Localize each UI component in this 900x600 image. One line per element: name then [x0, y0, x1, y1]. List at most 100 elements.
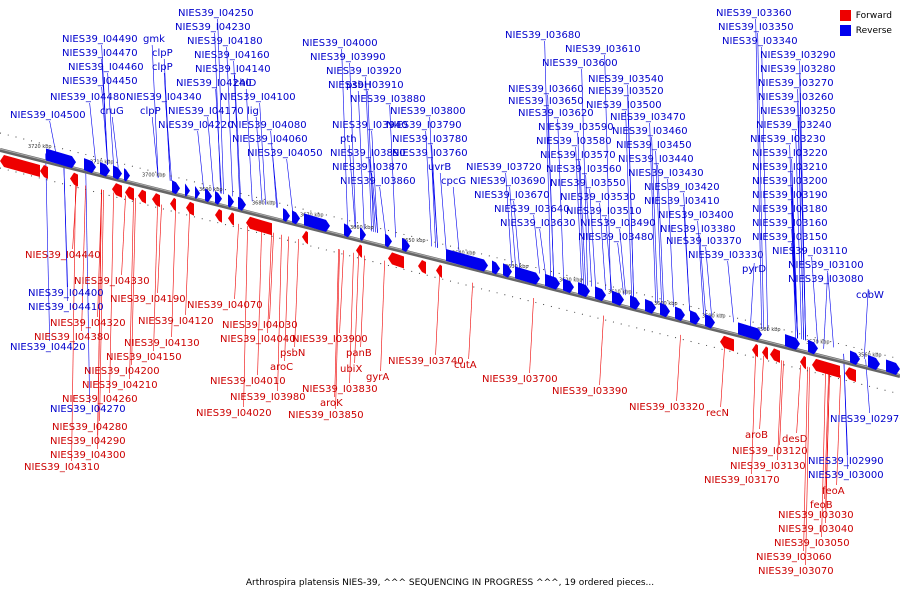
- reverse-gene-label[interactable]: cobW: [856, 290, 884, 301]
- reverse-gene-label[interactable]: NIES39_I03250: [760, 106, 836, 117]
- reverse-gene-label[interactable]: NIES39_I04400: [28, 288, 104, 299]
- forward-gene-arrow[interactable]: [418, 259, 426, 274]
- reverse-gene-label[interactable]: NIES39_I03910: [328, 80, 404, 91]
- forward-gene-label[interactable]: desD: [782, 434, 808, 445]
- forward-gene-arrow[interactable]: [246, 216, 272, 236]
- forward-gene-label[interactable]: NIES39_I03320: [629, 402, 705, 413]
- reverse-gene-label[interactable]: NIES39_I04480: [50, 92, 126, 103]
- forward-gene-label[interactable]: NIES39_I04210: [82, 380, 158, 391]
- reverse-gene-label[interactable]: NIES39_I03460: [612, 126, 688, 137]
- reverse-gene-label[interactable]: NIES39_I03580: [536, 136, 612, 147]
- forward-gene-label[interactable]: NIES39_I03070: [758, 566, 834, 577]
- reverse-gene-label[interactable]: NIES39_I03430: [628, 168, 704, 179]
- reverse-gene-label[interactable]: psbH: [346, 80, 371, 91]
- reverse-gene-label[interactable]: clpP: [140, 106, 161, 117]
- reverse-gene-label[interactable]: NIES39_I03080: [788, 274, 864, 285]
- forward-gene-arrow[interactable]: [800, 355, 806, 370]
- reverse-gene-arrow[interactable]: [660, 302, 670, 318]
- forward-gene-label[interactable]: cutA: [454, 360, 477, 371]
- reverse-gene-label[interactable]: pyrD: [742, 264, 766, 275]
- reverse-gene-label[interactable]: NIES39_I03470: [610, 112, 686, 123]
- reverse-gene-arrow[interactable]: [292, 210, 300, 225]
- reverse-gene-label[interactable]: NIES39_I03520: [588, 86, 664, 97]
- forward-gene-label[interactable]: aroB: [745, 430, 768, 441]
- reverse-gene-label[interactable]: NIES39_I03230: [750, 134, 826, 145]
- reverse-gene-label[interactable]: NIES39_I04490: [62, 34, 138, 45]
- reverse-gene-label[interactable]: NIES39_I03380: [660, 224, 736, 235]
- reverse-gene-label[interactable]: NIES39_I03500: [586, 100, 662, 111]
- reverse-gene-arrow[interactable]: [205, 188, 212, 203]
- forward-gene-label[interactable]: NIES39_I04030: [222, 320, 298, 331]
- reverse-gene-label[interactable]: NIES39_I04170: [168, 106, 244, 117]
- reverse-gene-label[interactable]: NIES39_I03560: [546, 164, 622, 175]
- reverse-gene-arrow[interactable]: [84, 158, 96, 174]
- reverse-gene-label[interactable]: NIES39_I03530: [560, 192, 636, 203]
- reverse-gene-label[interactable]: NIES39_I03720: [466, 162, 542, 173]
- reverse-gene-arrow[interactable]: [124, 168, 130, 182]
- reverse-gene-label[interactable]: NIES39_I04050: [247, 148, 323, 159]
- forward-gene-arrow[interactable]: [845, 367, 856, 382]
- reverse-gene-arrow[interactable]: [545, 273, 560, 290]
- reverse-gene-label[interactable]: cpcG: [441, 176, 466, 187]
- reverse-gene-label[interactable]: NIES39_I03270: [758, 78, 834, 89]
- reverse-gene-label[interactable]: NIES39_I03860: [340, 176, 416, 187]
- forward-gene-label[interactable]: gyrA: [366, 372, 389, 383]
- forward-gene-arrow[interactable]: [388, 252, 404, 269]
- forward-gene-label[interactable]: NIES39_I04380: [34, 332, 110, 343]
- forward-gene-label[interactable]: NIES39_I04300: [50, 450, 126, 461]
- reverse-gene-arrow[interactable]: [215, 190, 222, 205]
- reverse-gene-label[interactable]: NIES39_I04100: [220, 92, 296, 103]
- reverse-gene-arrow[interactable]: [360, 227, 366, 241]
- reverse-gene-label[interactable]: NIES39_I04160: [194, 50, 270, 61]
- forward-gene-arrow[interactable]: [125, 186, 134, 201]
- forward-gene-label[interactable]: NIES39_I04150: [106, 352, 182, 363]
- forward-gene-arrow[interactable]: [720, 335, 734, 352]
- reverse-gene-label[interactable]: NIES39_I03340: [722, 36, 798, 47]
- reverse-gene-label[interactable]: NIES39_I04250: [178, 8, 254, 19]
- reverse-gene-label[interactable]: NIES39_I03920: [326, 66, 402, 77]
- reverse-gene-label[interactable]: NIES39_I03760: [392, 148, 468, 159]
- reverse-gene-label[interactable]: NIES39_I03290: [760, 50, 836, 61]
- forward-gene-label[interactable]: NIES39_I04130: [124, 338, 200, 349]
- reverse-gene-arrow[interactable]: [886, 359, 900, 375]
- forward-gene-arrow[interactable]: [812, 358, 840, 378]
- reverse-gene-label[interactable]: NIES39_I03190: [752, 190, 828, 201]
- reverse-gene-label[interactable]: NIES39_I03890: [330, 148, 406, 159]
- forward-gene-label[interactable]: NIES39_I03390: [552, 386, 628, 397]
- forward-gene-label[interactable]: NIES39_I03120: [732, 446, 808, 457]
- forward-gene-label[interactable]: NIES39_I03900: [292, 334, 368, 345]
- forward-gene-label[interactable]: NIES39_I04440: [25, 250, 101, 261]
- reverse-gene-label[interactable]: NIES39_I03660: [508, 84, 584, 95]
- reverse-gene-label[interactable]: NIES39_I03800: [390, 106, 466, 117]
- forward-gene-label[interactable]: NIES39_I04260: [62, 394, 138, 405]
- reverse-gene-arrow[interactable]: [515, 266, 540, 285]
- forward-gene-label[interactable]: NIES39_I03060: [756, 552, 832, 563]
- reverse-gene-arrow[interactable]: [492, 260, 500, 275]
- forward-gene-label[interactable]: aroK: [320, 398, 343, 409]
- reverse-gene-label[interactable]: NIES39_I04270: [50, 404, 126, 415]
- reverse-gene-label[interactable]: NIES39_I03540: [588, 74, 664, 85]
- forward-gene-label[interactable]: NIES39_I03740: [388, 356, 464, 367]
- reverse-gene-arrow[interactable]: [446, 248, 488, 272]
- reverse-gene-label[interactable]: NIES39_I03620: [518, 108, 594, 119]
- reverse-gene-label[interactable]: NIES39_I04060: [232, 134, 308, 145]
- reverse-gene-label[interactable]: NIES39_I03990: [310, 52, 386, 63]
- reverse-gene-label[interactable]: NIES39_I03220: [752, 148, 828, 159]
- forward-gene-label[interactable]: NIES39_I04010: [210, 376, 286, 387]
- reverse-gene-arrow[interactable]: [402, 237, 410, 252]
- forward-gene-label[interactable]: NIES39_I03980: [230, 392, 306, 403]
- reverse-gene-label[interactable]: NIES39_I03880: [350, 94, 426, 105]
- reverse-gene-arrow[interactable]: [705, 314, 715, 329]
- forward-gene-label[interactable]: NIES39_I03130: [730, 461, 806, 472]
- reverse-gene-label[interactable]: NIES39_I04000: [302, 38, 378, 49]
- forward-gene-label[interactable]: NIES39_I03040: [778, 524, 854, 535]
- reverse-gene-label[interactable]: NIES39_I04450: [62, 76, 138, 87]
- reverse-gene-arrow[interactable]: [630, 295, 640, 310]
- forward-gene-arrow[interactable]: [70, 172, 78, 187]
- reverse-gene-arrow[interactable]: [503, 263, 512, 278]
- forward-gene-label[interactable]: NIES39_I04040: [220, 334, 296, 345]
- reverse-gene-label[interactable]: NIES39_I03610: [565, 44, 641, 55]
- reverse-gene-label[interactable]: NIES39_I04470: [62, 48, 138, 59]
- forward-gene-arrow[interactable]: [752, 343, 758, 358]
- reverse-gene-arrow[interactable]: [283, 208, 290, 222]
